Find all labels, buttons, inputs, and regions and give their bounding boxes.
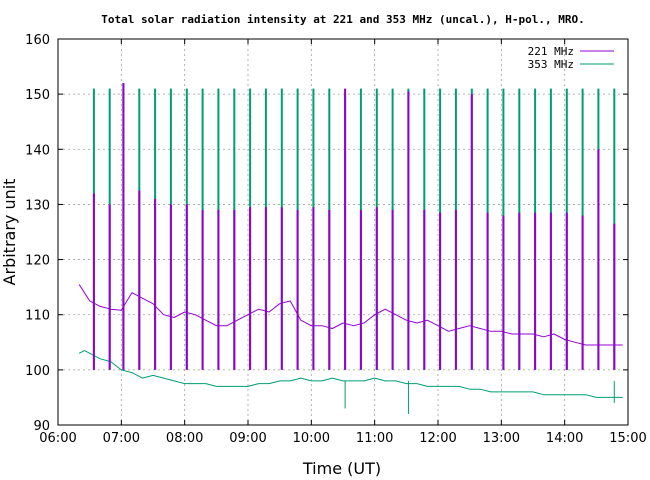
y-axis-label: Arbitrary unit [0,179,19,286]
spike-221 [169,204,172,370]
spike-221 [423,209,426,370]
spike-221 [92,193,95,370]
spike-221 [138,190,141,370]
spike-221 [597,149,600,370]
legend: 221 MHz 353 MHz [528,45,614,71]
spike-221 [233,209,236,370]
legend-label-353: 353 MHz [528,58,574,71]
y-tick-label: 140 [25,143,50,158]
x-tick-label: 10:00 [293,431,330,446]
series-line-221 [78,284,623,346]
series-353 [78,83,623,414]
spike-221 [454,209,457,370]
y-tick-label: 120 [25,254,50,269]
spike-221 [344,88,347,370]
series-line-353 [78,350,623,398]
y-tick-label: 110 [25,309,50,324]
spike-221 [185,204,188,370]
spike-221 [565,212,568,370]
spike-221 [581,215,584,370]
spike-221 [502,215,505,370]
chart-title: Total solar radiation intensity at 221 a… [101,13,584,26]
y-tick-label: 150 [25,88,50,103]
y-tick-label: 160 [25,33,50,48]
x-tick-label: 13:00 [483,431,520,446]
spike-221 [201,209,204,370]
x-tick-label: 08:00 [166,431,203,446]
spike-221 [359,209,362,370]
grid-layer [57,38,629,426]
legend-label-221: 221 MHz [528,45,574,58]
spike-221 [217,209,220,370]
spike-221 [249,207,252,370]
spike-221 [613,223,616,370]
spike-221 [518,212,521,370]
spike-221 [154,198,157,370]
spike-221 [534,212,537,370]
spike-221 [486,212,489,370]
spike-221 [122,83,125,370]
series-221 [78,83,623,370]
spike-221 [439,212,442,370]
x-tick-label: 07:00 [103,431,140,446]
spike-221 [391,209,394,370]
plot-frame [57,38,629,426]
x-tick-labels: 06:00 07:00 08:00 09:00 10:00 11:00 12:00 13:00… [39,431,646,446]
y-tick-label: 90 [33,419,50,434]
spike-221 [407,91,410,370]
spike-221 [108,204,111,370]
series-layer [78,83,623,414]
spike-221 [328,209,331,370]
spike-221 [375,207,378,370]
spike-221 [470,94,473,370]
x-tick-label: 11:00 [356,431,393,446]
x-tick-label: 14:00 [546,431,583,446]
x-axis-label: Time (UT) [302,459,381,478]
spike-221 [280,207,283,370]
spike-221 [549,212,552,370]
y-tick-label: 130 [25,198,50,213]
x-tick-label: 12:00 [419,431,456,446]
spike-221 [312,207,315,370]
spike-221 [264,207,267,370]
y-tick-labels: 90 100 110 120 130 140 150 160 [25,33,50,434]
x-tick-label: 09:00 [229,431,266,446]
x-tick-label: 06:00 [39,431,76,446]
x-tick-label: 15:00 [609,431,646,446]
spike-221 [296,209,299,370]
y-tick-label: 100 [25,364,50,379]
